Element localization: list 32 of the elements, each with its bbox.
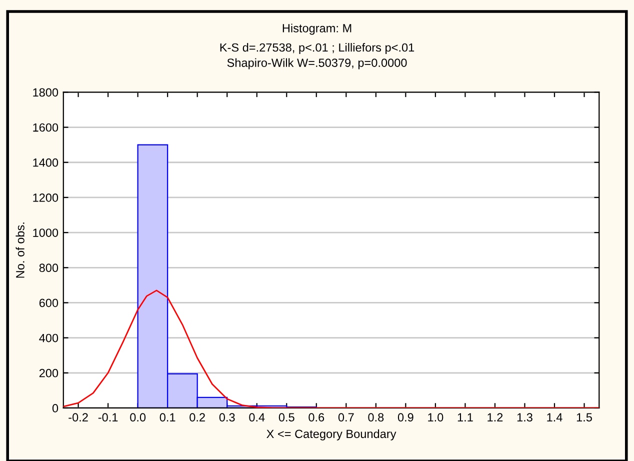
x-tick-label: 0.9 [398, 413, 414, 422]
x-tick-label: -0.2 [68, 413, 88, 422]
x-tick-label: 0.3 [219, 413, 235, 422]
x-tick-label: -0.1 [98, 413, 118, 422]
chart-title: Histogram: M [282, 24, 352, 35]
x-tick-label: 1.4 [547, 413, 562, 422]
x-tick-label: 0.6 [308, 413, 324, 422]
x-tick-label: 1.2 [488, 413, 503, 422]
y-tick-label: 1600 [33, 123, 58, 132]
y-axis-title: No. of obs. [16, 222, 24, 278]
y-tick-label: 1200 [33, 193, 58, 202]
x-axis-title: X <= Category Boundary [266, 429, 396, 440]
x-tick-label: 1.5 [576, 413, 592, 422]
y-tick-label: 400 [39, 334, 58, 342]
x-tick-label: 1.3 [517, 413, 532, 422]
y-tick-label: 800 [39, 264, 58, 272]
x-tick-label: 0.2 [190, 413, 205, 422]
y-tick-label: 1000 [33, 228, 58, 237]
x-tick-label: 0.0 [130, 413, 146, 422]
x-tick-label: 0.7 [338, 413, 354, 422]
y-tick-label: 1400 [33, 158, 58, 167]
y-tick-label: 600 [39, 298, 58, 308]
x-tick-label: 0.5 [278, 413, 294, 422]
x-tick-label: 1.0 [428, 413, 444, 422]
y-tick-label: 200 [39, 368, 58, 378]
x-tick-label: 0.8 [368, 413, 384, 422]
x-tick-label: 1.1 [458, 413, 473, 422]
x-tick-label: 0.4 [249, 413, 265, 422]
y-tick-label: 1800 [33, 88, 58, 97]
chart-subtitle: K-S d=.27538, p<.01 ; Lilliefors p<.01 Shapiro-Wilk W=.50379, p=0.0000 [220, 43, 414, 70]
x-tick-label: 0.1 [160, 413, 176, 422]
y-tick-label: 0 [52, 404, 58, 412]
